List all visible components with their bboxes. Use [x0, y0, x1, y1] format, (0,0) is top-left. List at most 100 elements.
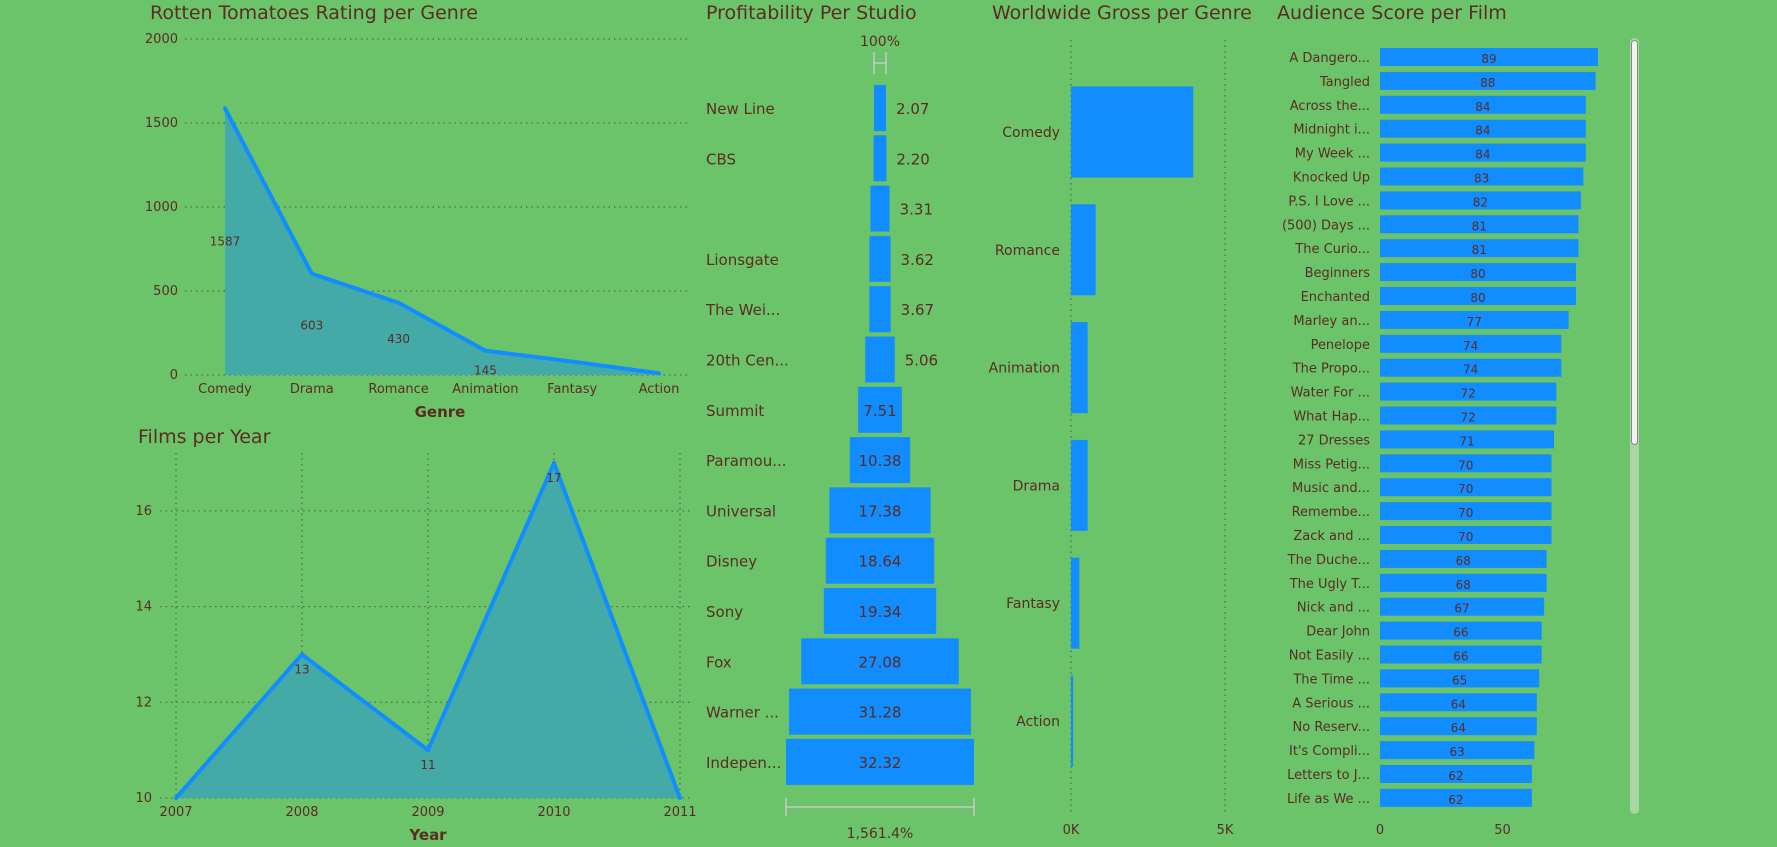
film-label: The Curio...	[1294, 242, 1370, 257]
film-bar-a-dangero	[1380, 48, 1599, 66]
funnel-bottom-label: 1,561.4%	[847, 826, 914, 842]
film-value-label: 65	[1452, 673, 1467, 687]
film-value-label: 72	[1461, 387, 1476, 401]
film-label: Remembe...	[1292, 505, 1370, 520]
data-point-fantasy	[570, 359, 575, 364]
film-bar-the-duche	[1380, 549, 1547, 568]
funnel-value-label: 3.67	[901, 301, 934, 319]
film-value-label: 64	[1451, 721, 1466, 735]
gross-category-label: Romance	[995, 243, 1060, 259]
film-value-label: 84	[1475, 124, 1490, 138]
film-value-label: 70	[1458, 482, 1473, 496]
worldwide-gross-chart: 0K 5K Comedy Romance Animation Drama Fantasy Ac…	[989, 40, 1234, 838]
film-label: Music and...	[1292, 481, 1370, 496]
y-tick-label: 1000	[145, 200, 178, 215]
audience-score-panel: Audience Score per Film 0 50 A Dangero... 8…	[1270, 0, 1777, 847]
film-label: Zack and ...	[1293, 529, 1370, 544]
film-value-label: 67	[1454, 602, 1469, 616]
funnel-category-label: The Wei...	[705, 301, 780, 319]
rating-per-genre-title: Rotten Tomatoes Rating per Genre	[150, 2, 478, 24]
film-bar-knocked-up	[1380, 167, 1584, 186]
funnel-category-label: Summit	[706, 402, 764, 420]
audience-score-chart: 0 50 A Dangero... 89 Tangled 88 Across the... 8…	[1282, 48, 1599, 838]
data-point-comedy	[223, 106, 227, 111]
film-value-label: 71	[1459, 434, 1474, 448]
film-value-label: 81	[1472, 243, 1487, 257]
x-tick-label: 0	[1376, 823, 1384, 838]
film-value-label: 62	[1448, 793, 1463, 807]
audience-score-scrollbar[interactable]	[1630, 38, 1639, 814]
x-axis-title: Year	[408, 826, 447, 844]
funnel-value-label: 18.64	[859, 553, 902, 571]
film-label: Water For ...	[1291, 386, 1370, 401]
y-tick-label: 10	[135, 791, 152, 806]
x-tick-label: 0K	[1063, 823, 1080, 838]
funnel-bar-universal	[829, 487, 931, 534]
film-value-label: 70	[1458, 458, 1473, 472]
funnel-bar-20th-cen	[865, 336, 895, 383]
film-bar-27-dresses	[1380, 430, 1554, 449]
data-point-action	[657, 371, 661, 376]
film-value-label: 80	[1470, 267, 1485, 281]
film-label: Miss Petig...	[1293, 457, 1370, 472]
funnel-bar-the-wei	[869, 286, 891, 333]
gross-bar-romance	[1071, 204, 1096, 296]
x-tick-label: Comedy	[198, 382, 252, 397]
worldwide-gross-title: Worldwide Gross per Genre	[992, 2, 1252, 24]
data-label: 11	[420, 758, 435, 772]
profitability-per-studio-panel: Profitability Per Studio 100% New Line 2.0…	[700, 0, 985, 847]
funnel-bar-disney	[825, 537, 935, 584]
data-label: 430	[387, 332, 410, 346]
film-bar-a-serious	[1380, 693, 1537, 712]
funnel-bar-paramou	[849, 437, 911, 484]
y-tick-label: 14	[135, 600, 152, 615]
film-bar-remembe	[1380, 502, 1552, 521]
film-bar-music-and	[1380, 478, 1552, 497]
profitability-funnel-chart: 100% New Line 2.07 CBS 2.20 3.31 Lionsgate 3.62…	[705, 34, 975, 842]
audience-score-scroll-thumb[interactable]	[1631, 40, 1638, 445]
rating-per-genre-panel: Rotten Tomatoes Rating per Genre 0 500 100…	[0, 0, 700, 425]
film-bar-the-curio	[1380, 239, 1579, 258]
data-point-2007	[174, 796, 178, 800]
film-bar-dear-john	[1380, 621, 1542, 640]
gross-category-label: Fantasy	[1006, 596, 1060, 612]
funnel-value-label: 7.51	[863, 402, 896, 420]
y-tick-label: 500	[153, 284, 178, 299]
film-label: No Reserv...	[1293, 720, 1370, 735]
film-value-label: 68	[1456, 554, 1471, 568]
film-bar-water-for	[1380, 382, 1557, 401]
x-tick-label: 2008	[285, 805, 318, 820]
film-label: Life as We ...	[1287, 792, 1370, 807]
funnel-category-label: Fox	[706, 653, 732, 671]
x-tick-label: 2010	[537, 805, 570, 820]
film-value-label: 66	[1453, 650, 1468, 664]
film-label: A Serious ...	[1292, 696, 1370, 711]
funnel-top-label: 100%	[860, 34, 900, 50]
film-value-label: 70	[1458, 506, 1473, 520]
area-fill	[225, 108, 659, 375]
gross-bar-drama	[1071, 439, 1088, 531]
x-tick-label: 2011	[663, 805, 696, 820]
film-value-label: 83	[1474, 172, 1489, 186]
film-bar-midnight-i	[1380, 119, 1586, 138]
film-bar-letters-to-j	[1380, 765, 1532, 783]
film-label: The Ugly T...	[1289, 577, 1370, 592]
profitability-title: Profitability Per Studio	[706, 2, 917, 24]
film-label: Nick and ...	[1297, 601, 1370, 616]
film-label: A Dangero...	[1289, 51, 1370, 66]
film-value-label: 81	[1472, 219, 1487, 233]
film-value-label: 72	[1461, 411, 1476, 425]
film-bar-500-days	[1380, 215, 1579, 234]
funnel-category-label: Lionsgate	[706, 251, 779, 269]
y-tick-label: 16	[135, 504, 152, 519]
gross-bar-fantasy	[1071, 557, 1080, 649]
funnel-bar-lionsgate	[869, 235, 891, 282]
film-value-label: 89	[1481, 52, 1496, 66]
films-per-year-chart: 10 12 14 16 2007 2008 13 2009 11 2010 17 2011 Year	[135, 453, 697, 844]
film-value-label: 74	[1463, 339, 1478, 353]
film-bar-the-propo	[1380, 358, 1562, 377]
film-bar-nick-and	[1380, 597, 1545, 616]
funnel-bar-new-line	[873, 85, 887, 131]
x-tick-label: 2009	[411, 805, 444, 820]
film-label: P.S. I Love ...	[1288, 194, 1370, 209]
